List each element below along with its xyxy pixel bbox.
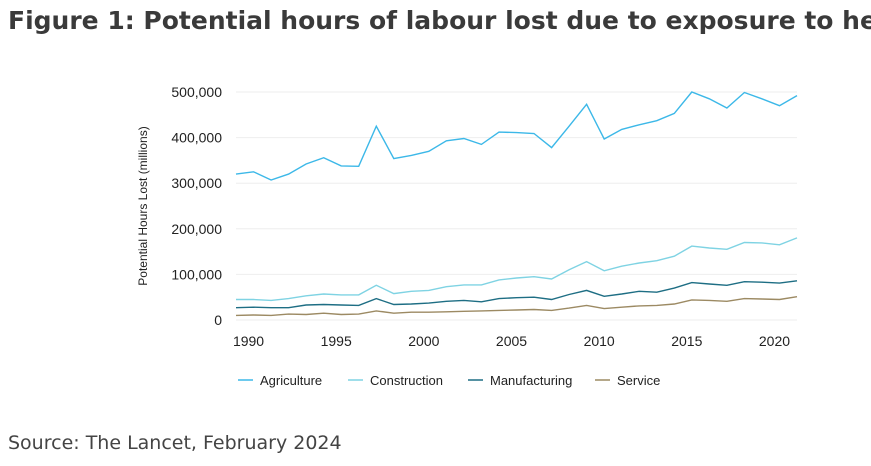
series-line-construction — [236, 237, 798, 302]
source-note: Source: The Lancet, February 2024 — [8, 432, 342, 454]
x-tick-label: 2010 — [584, 333, 615, 349]
x-tick-label: 2005 — [496, 333, 527, 349]
y-axis-label: Potential Hours Lost (millions) — [136, 126, 150, 285]
series-line-service — [235, 296, 798, 317]
y-tick-label: 100,000 — [171, 266, 222, 282]
legend-label-construction: Construction — [370, 373, 443, 388]
y-tick-label: 400,000 — [171, 130, 222, 146]
legend-label-agriculture: Agriculture — [260, 373, 322, 388]
y-tick-label: 200,000 — [171, 221, 222, 237]
y-tick-label: 0 — [214, 312, 222, 328]
x-tick-label: 2020 — [759, 333, 790, 349]
x-tick-label: 2000 — [408, 333, 439, 349]
legend-label-manufacturing: Manufacturing — [490, 373, 572, 388]
x-tick-label: 1990 — [233, 333, 264, 349]
y-tick-label: 500,000 — [171, 84, 222, 100]
x-tick-label: 1995 — [321, 333, 352, 349]
y-tick-label: 300,000 — [171, 175, 222, 191]
figure-title: Figure 1: Potential hours of labour lost… — [8, 6, 871, 35]
x-tick-label: 2015 — [671, 333, 702, 349]
series-line-agriculture — [235, 91, 798, 181]
legend-label-service: Service — [617, 373, 660, 388]
series-line-manufacturing — [235, 280, 798, 309]
